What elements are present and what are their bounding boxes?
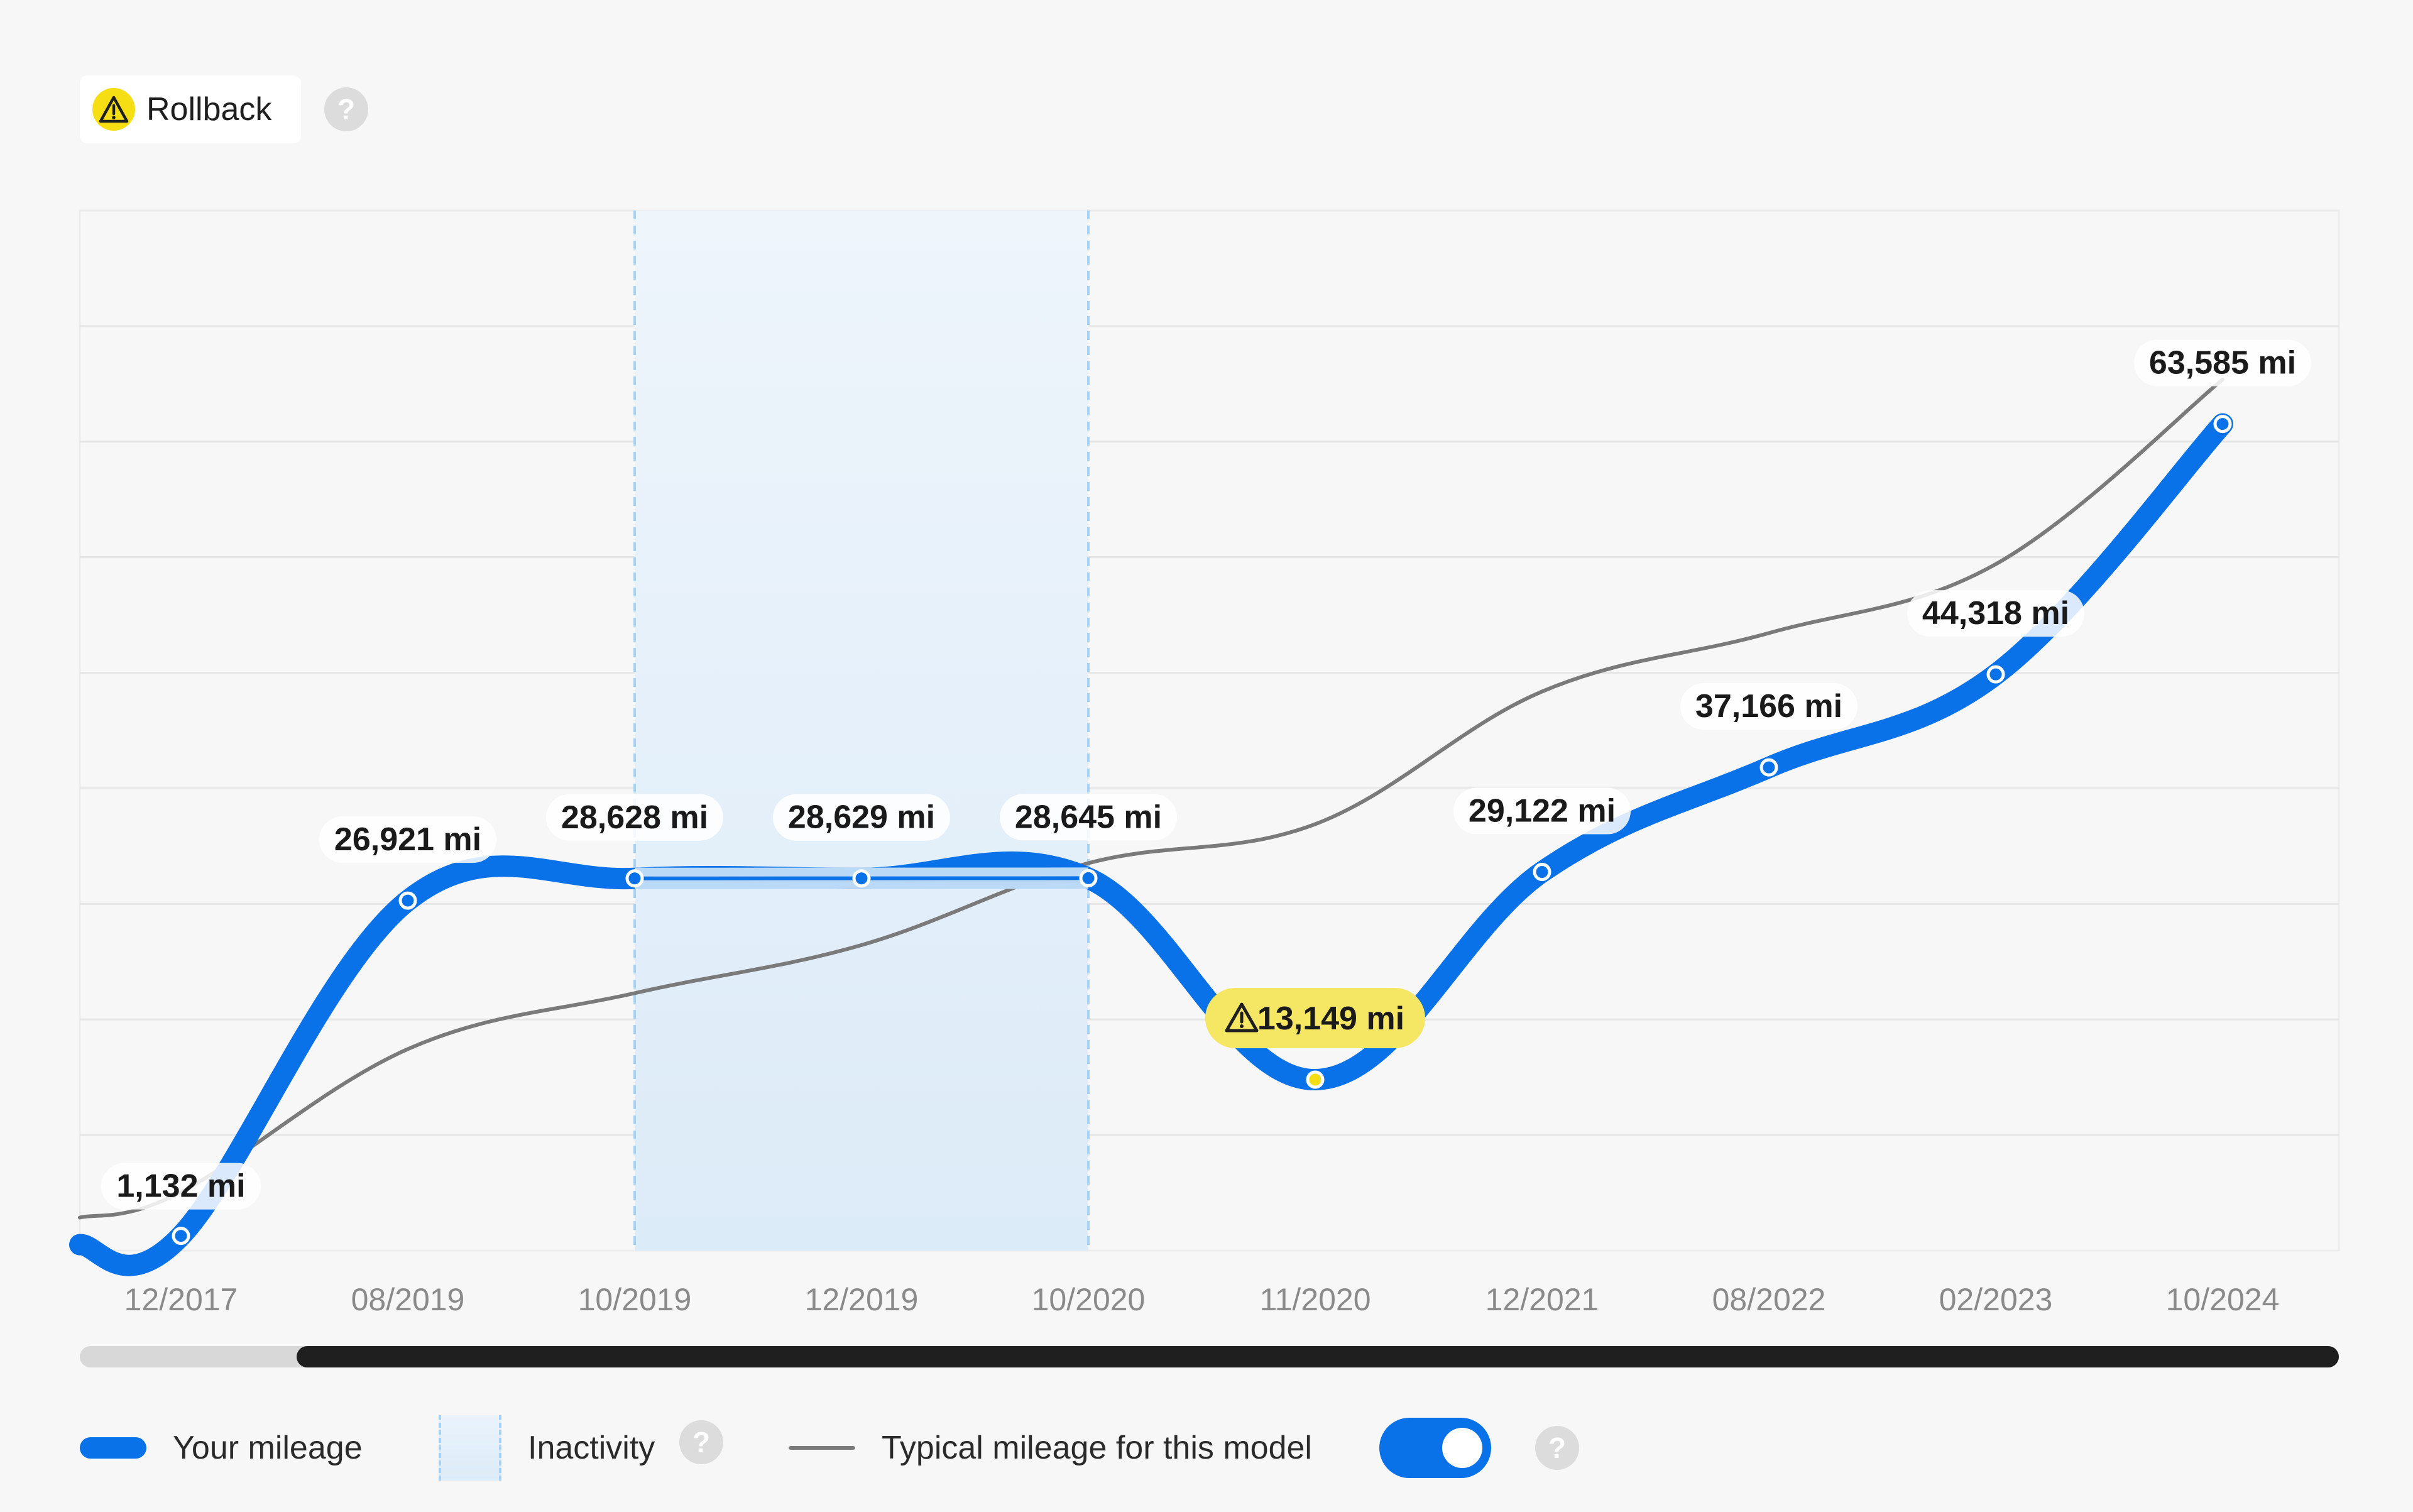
plot-area — [79, 209, 2340, 1252]
inactivity-help-icon[interactable]: ? — [679, 1420, 723, 1464]
toggle-knob — [1442, 1428, 1482, 1468]
legend-mileage-label: Your mileage — [173, 1430, 363, 1466]
mileage-point — [625, 869, 644, 888]
inactivity-band — [635, 211, 1088, 1251]
typical-help-icon[interactable]: ? — [1535, 1426, 1579, 1470]
data-label: 13,149 mi — [1257, 1000, 1404, 1037]
data-label-bg — [546, 794, 723, 841]
rollback-badge: Rollback — [80, 75, 301, 143]
legend-inactivity-label: Inactivity — [528, 1430, 655, 1466]
x-tick-label: 08/2022 — [1712, 1282, 1826, 1317]
x-tick-label: 02/2023 — [1939, 1282, 2053, 1317]
warning-icon-dot — [1240, 1024, 1244, 1028]
mileage-point — [172, 1227, 190, 1246]
x-tick-label: 10/2020 — [1032, 1282, 1146, 1317]
mileage-point — [2213, 415, 2232, 434]
warning-icon — [1225, 1002, 1259, 1033]
mileage-chart: 1,132 mi 26,921 mi 28,628 mi 28,629 mi 28,64… — [69, 209, 2340, 1317]
rollback-label-bg — [1205, 987, 1425, 1048]
data-label: 44,318 mi — [1922, 595, 2069, 632]
typical-mileage-line — [78, 377, 2224, 1220]
rollback-point — [1306, 1070, 1325, 1089]
data-label-bg — [319, 816, 496, 863]
x-tick-label: 11/2020 — [1259, 1282, 1371, 1317]
chart-scrollbar-thumb[interactable] — [297, 1346, 2339, 1367]
data-label: 28,645 mi — [1015, 799, 1162, 835]
data-label-bg — [1000, 794, 1177, 841]
help-icon[interactable]: ? — [324, 87, 368, 131]
inactivity-swatch — [439, 1415, 501, 1481]
data-label: 63,585 mi — [2149, 345, 2296, 381]
data-label-bg — [1907, 590, 2084, 637]
legend-inactivity: Inactivity — [439, 1415, 655, 1481]
mileage-point — [852, 869, 871, 888]
mileage-point — [1533, 863, 1551, 882]
data-label: 28,628 mi — [561, 799, 708, 836]
x-tick-label: 10/2024 — [2166, 1282, 2280, 1317]
data-label-bg — [2134, 339, 2311, 386]
mileage-point — [1759, 758, 1778, 777]
legend-typical-label: Typical mileage for this model — [882, 1430, 1312, 1466]
your-mileage-line — [69, 413, 2233, 1276]
data-label: 37,166 mi — [1695, 688, 1842, 725]
data-label: 26,921 mi — [334, 821, 481, 858]
rollback-label: Rollback — [146, 91, 272, 128]
legend-mileage: Your mileage — [80, 1427, 363, 1469]
data-label-bg — [773, 794, 950, 841]
x-tick-label: 08/2019 — [351, 1282, 465, 1317]
x-tick-label: 12/2021 — [1486, 1282, 1599, 1317]
x-tick-label: 12/2017 — [124, 1282, 238, 1317]
mileage-swatch — [80, 1437, 146, 1459]
mileage-point — [1986, 665, 2005, 684]
data-label-bg — [101, 1163, 261, 1210]
mileage-point — [1079, 868, 1098, 887]
mileage-point — [398, 891, 417, 910]
data-label-bg — [1453, 787, 1631, 835]
x-tick-label: 12/2019 — [805, 1282, 919, 1317]
data-label: 1,132 mi — [116, 1168, 245, 1205]
data-label: 28,629 mi — [788, 799, 935, 836]
data-label: 29,122 mi — [1469, 793, 1616, 830]
data-label-bg — [1680, 683, 1858, 730]
x-tick-label: 10/2019 — [578, 1282, 692, 1317]
legend-typical: Typical mileage for this model — [789, 1427, 1312, 1469]
typical-swatch — [789, 1446, 855, 1450]
typical-mileage-toggle[interactable] — [1379, 1418, 1491, 1478]
warning-icon — [92, 88, 135, 131]
